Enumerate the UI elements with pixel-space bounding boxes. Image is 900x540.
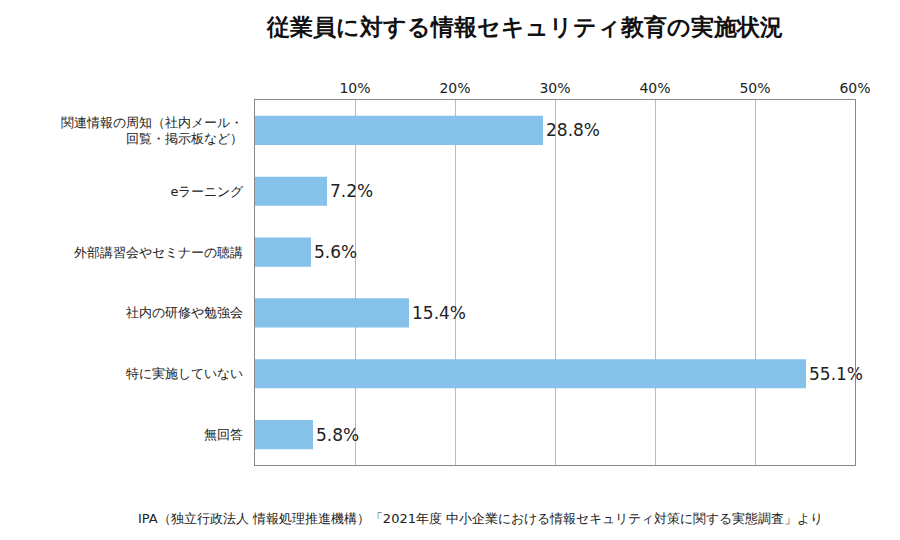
svg-text:関連情報の周知（社内メール・回覧・掲示板など）: 関連情報の周知（社内メール・回覧・掲示板など） (61, 115, 243, 147)
svg-text:28.8%: 28.8% (546, 120, 600, 140)
svg-text:外部講習会やセミナーの聴講: 外部講習会やセミナーの聴講 (74, 245, 243, 260)
svg-text:7.2%: 7.2% (330, 181, 373, 201)
svg-text:30%: 30% (539, 80, 570, 96)
svg-text:60%: 60% (839, 80, 870, 96)
svg-text:50%: 50% (739, 80, 770, 96)
svg-text:10%: 10% (339, 80, 370, 96)
svg-text:無回答: 無回答 (204, 427, 243, 442)
svg-text:特に実施していない: 特に実施していない (126, 366, 243, 381)
svg-text:5.8%: 5.8% (316, 425, 359, 445)
svg-text:40%: 40% (639, 80, 670, 96)
svg-text:eラーニング: eラーニング (170, 184, 244, 199)
svg-text:20%: 20% (439, 80, 470, 96)
svg-text:社内の研修や勉強会: 社内の研修や勉強会 (126, 305, 243, 320)
svg-text:IPA（独立行政法人 情報処理推進機構）「2021年度 中小: IPA（独立行政法人 情報処理推進機構）「2021年度 中小企業における情報セキ… (138, 511, 823, 526)
svg-text:55.1%: 55.1% (809, 364, 863, 384)
svg-text:5.6%: 5.6% (314, 242, 357, 262)
svg-text:従業員に対する情報セキュリティ教育の実施状況: 従業員に対する情報セキュリティ教育の実施状況 (266, 14, 783, 40)
svg-text:15.4%: 15.4% (412, 303, 466, 323)
